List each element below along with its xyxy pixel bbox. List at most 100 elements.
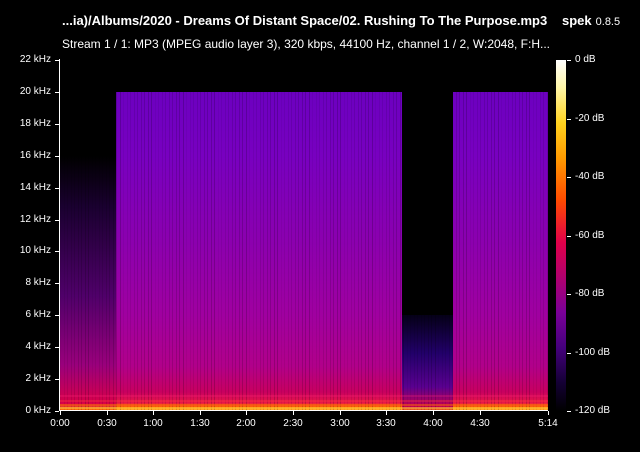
spectrogram-texture — [532, 60, 534, 411]
spectrogram-texture — [105, 60, 107, 411]
spectrogram-texture — [168, 60, 170, 411]
y-tick-label: 22 kHz — [19, 54, 51, 65]
spectrogram-texture — [172, 60, 173, 411]
spectrogram-texture — [375, 60, 376, 411]
colorbar-label: -60 dB — [575, 230, 605, 241]
spectrogram-texture — [543, 60, 544, 411]
spectrogram-texture — [431, 60, 432, 411]
spectrogram-texture — [536, 60, 537, 411]
spectrogram-texture — [417, 60, 418, 411]
spectrogram-texture — [182, 60, 184, 411]
spectrogram-texture — [354, 60, 355, 411]
colorbar-label: 0 dB — [575, 54, 596, 65]
spectrogram-texture — [364, 60, 366, 411]
spectrogram-segment-outro — [453, 91, 548, 411]
x-tick-label: 2:30 — [283, 418, 303, 429]
x-tick-label: 1:30 — [190, 418, 210, 429]
spectrogram-texture — [343, 60, 345, 411]
spectrogram-texture — [287, 60, 289, 411]
spectrogram-texture — [203, 60, 205, 411]
spectrogram-texture — [123, 60, 124, 411]
spectrogram-texture — [189, 60, 191, 411]
spectrogram-texture — [193, 60, 194, 411]
spectrogram-segment-gap — [401, 315, 454, 411]
colorbar-tick — [567, 294, 571, 295]
spectrogram-texture — [336, 60, 338, 411]
colorbar-tick — [567, 60, 571, 61]
spectrogram-texture — [438, 60, 439, 411]
spectrogram-texture — [140, 60, 142, 411]
spectrogram-texture — [487, 60, 488, 411]
y-tick — [55, 315, 59, 316]
colorbar — [556, 60, 566, 411]
y-tick — [55, 411, 59, 412]
spectrogram-texture — [326, 60, 327, 411]
colorbar-tick — [567, 411, 571, 412]
spectrogram-texture — [249, 60, 250, 411]
spectrogram-texture — [462, 60, 464, 411]
colorbar-tick — [567, 177, 571, 178]
y-tick — [55, 379, 59, 380]
spectrogram-texture — [347, 60, 348, 411]
y-tick-label: 16 kHz — [19, 150, 51, 161]
spectrogram-texture — [63, 60, 65, 411]
file-name: ...ia)/Albums/2020 - Dreams Of Distant S… — [62, 13, 548, 28]
spectrogram-texture — [147, 60, 149, 411]
spectrogram-texture — [95, 60, 96, 411]
spectrogram-texture — [406, 60, 408, 411]
spectrogram-texture — [137, 60, 138, 411]
spectrogram-texture — [67, 60, 68, 411]
spectrogram-texture — [175, 60, 177, 411]
spectrogram-texture — [81, 60, 82, 411]
x-tick-label: 5:14 — [538, 418, 558, 429]
spectrogram-texture — [298, 60, 299, 411]
colorbar-label: -20 dB — [575, 113, 605, 124]
y-tick — [55, 347, 59, 348]
spectrogram-texture — [329, 60, 331, 411]
spectrogram-texture — [511, 60, 513, 411]
spectrogram-texture — [70, 60, 72, 411]
spectrogram-texture — [179, 60, 180, 411]
spectrogram-texture — [165, 60, 166, 411]
spectrogram-texture — [186, 60, 187, 411]
colorbar-tick — [567, 353, 571, 354]
colorbar-label: -100 dB — [575, 347, 611, 358]
spectrogram-texture — [119, 60, 121, 411]
spectrogram-texture — [480, 60, 481, 411]
x-tick — [153, 411, 154, 415]
spectrogram-texture — [74, 60, 75, 411]
y-tick — [55, 220, 59, 221]
spectrogram-texture — [312, 60, 313, 411]
x-tick — [107, 411, 108, 415]
spectrogram-texture — [259, 60, 261, 411]
y-tick-label: 6 kHz — [25, 309, 51, 320]
spectrogram-texture — [413, 60, 415, 411]
spectrogram-texture — [196, 60, 198, 411]
spectrogram-texture — [154, 60, 156, 411]
spectrogram-texture — [109, 60, 110, 411]
spectrogram-texture — [361, 60, 362, 411]
y-tick — [55, 251, 59, 252]
x-tick — [246, 411, 247, 415]
spectrogram-texture — [144, 60, 145, 411]
app-name: spek 0.8.5 — [562, 13, 621, 28]
spectrogram-texture — [266, 60, 268, 411]
y-tick-label: 2 kHz — [25, 373, 51, 384]
spectrogram-texture — [305, 60, 306, 411]
spectrogram-texture — [483, 60, 485, 411]
spectrogram-texture — [210, 60, 212, 411]
spectrogram-texture — [77, 60, 79, 411]
spectrogram-texture — [161, 60, 163, 411]
spectrogram-texture — [291, 60, 292, 411]
spectrogram-band — [60, 400, 548, 402]
x-tick-label: 0:00 — [50, 418, 70, 429]
y-tick-label: 0 kHz — [25, 405, 51, 416]
spectrogram-texture — [238, 60, 240, 411]
y-tick — [55, 92, 59, 93]
spectrogram-texture — [242, 60, 243, 411]
app-version: 0.8.5 — [595, 16, 621, 28]
spectrogram-texture — [403, 60, 404, 411]
spectrogram[interactable] — [60, 60, 548, 411]
colorbar-tick — [567, 119, 571, 120]
spectrogram-texture — [392, 60, 394, 411]
